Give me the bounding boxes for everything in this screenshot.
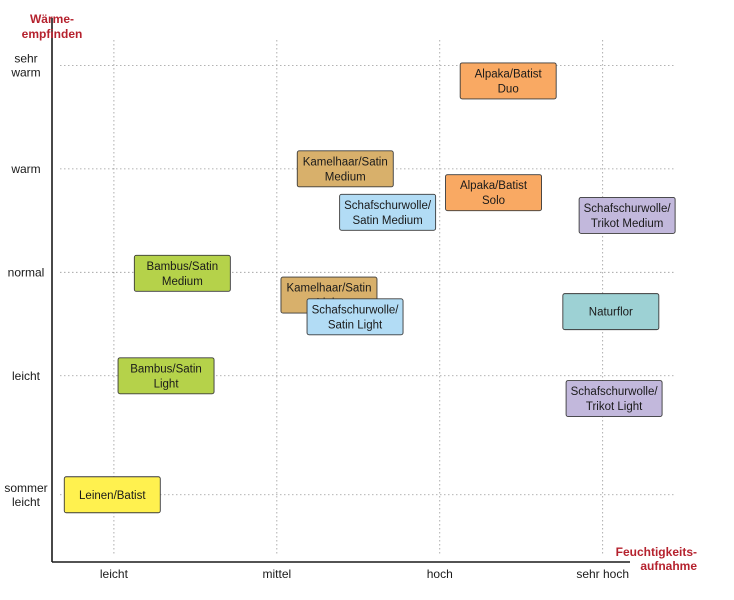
y-tick-label: leicht	[12, 495, 41, 509]
data-point-rect	[296, 150, 394, 188]
data-point-label: Medium	[325, 171, 366, 183]
data-point-rect	[339, 193, 437, 231]
data-point-label: Kamelhaar/Satin	[286, 283, 371, 295]
data-point-label: Alpaka/Batist	[460, 180, 528, 192]
data-point-label: Naturflor	[589, 307, 633, 319]
data-point-rect	[578, 196, 676, 234]
axes	[51, 18, 630, 563]
data-point-box: Leinen/Batist	[63, 476, 161, 514]
data-point-label: Leinen/Batist	[79, 490, 146, 502]
data-point-box: Bambus/Satin Light	[117, 357, 215, 395]
data-points: Alpaka/Batist Duo Kamelhaar/Satin Medium Alp…	[63, 62, 676, 514]
y-axis-title: Wärme-empfinden	[22, 12, 83, 41]
data-point-label: Schafschurwolle/	[344, 200, 432, 212]
data-point-box: Kamelhaar/Satin Medium	[296, 150, 394, 188]
x-tick-labels: leicht mittel hoch sehr hoch	[100, 567, 629, 581]
x-axis-title-line: aufnahme	[640, 559, 697, 573]
x-tick-label: sehr hoch	[576, 567, 629, 581]
data-point-rect	[117, 357, 215, 395]
y-tick-label: sommer	[4, 481, 47, 495]
data-point-label: Alpaka/Batist	[475, 68, 543, 80]
y-tick-label: warm	[10, 162, 40, 176]
data-point-label: Bambus/Satin	[130, 363, 202, 375]
data-point-rect	[562, 293, 660, 331]
data-point-box: Alpaka/Batist Solo	[445, 174, 542, 212]
data-point-label: Duo	[498, 83, 519, 95]
data-point-box: Schafschurwolle/Trikot Medium	[578, 196, 676, 234]
y-tick-label: warm	[10, 65, 40, 79]
data-point-label: Schafschurwolle/	[571, 386, 659, 398]
data-point-rect	[306, 298, 404, 336]
data-point-rect	[565, 380, 663, 417]
data-point-box: Bambus/Satin Medium	[133, 254, 231, 292]
x-tick-label: mittel	[262, 567, 291, 581]
data-point-box: Schafschurwolle/Trikot Light	[565, 380, 663, 417]
y-axis-title-line: empfinden	[22, 27, 83, 41]
data-point-label: Bambus/Satin	[147, 261, 219, 273]
data-point-box: Alpaka/Batist Duo	[459, 62, 557, 100]
data-point-label: Light	[154, 378, 180, 390]
data-point-label: Satin Medium	[352, 215, 422, 227]
data-point-label: Trikot Light	[586, 401, 643, 413]
y-tick-label: sehr	[14, 51, 37, 65]
x-tick-label: leicht	[100, 567, 129, 581]
data-point-label: Solo	[482, 195, 505, 207]
y-axis-title-line: Wärme-	[30, 12, 74, 26]
y-tick-label: normal	[8, 265, 45, 279]
x-tick-label: hoch	[427, 567, 453, 581]
data-point-label: Trikot Medium	[591, 218, 663, 230]
data-point-rect	[133, 254, 231, 292]
data-point-box: Schafschurwolle/Satin Light	[306, 298, 404, 336]
y-tick-label: leicht	[12, 369, 41, 383]
data-point-rect	[63, 476, 161, 514]
data-point-label: Kamelhaar/Satin	[303, 156, 388, 168]
data-point-box: Schafschurwolle/Satin Medium	[339, 193, 437, 231]
data-point-label: Schafschurwolle/	[312, 304, 400, 316]
data-point-rect	[445, 174, 542, 212]
data-point-rect	[459, 62, 557, 100]
data-point-label: Satin Light	[328, 319, 383, 331]
x-axis-title-line: Feuchtigkeits-	[616, 545, 697, 559]
data-point-label: Schafschurwolle/	[584, 203, 672, 215]
x-axis-title: Feuchtigkeits-aufnahme	[616, 545, 698, 573]
data-point-label: Medium	[162, 276, 203, 288]
data-point-box: Naturflor	[562, 293, 660, 331]
